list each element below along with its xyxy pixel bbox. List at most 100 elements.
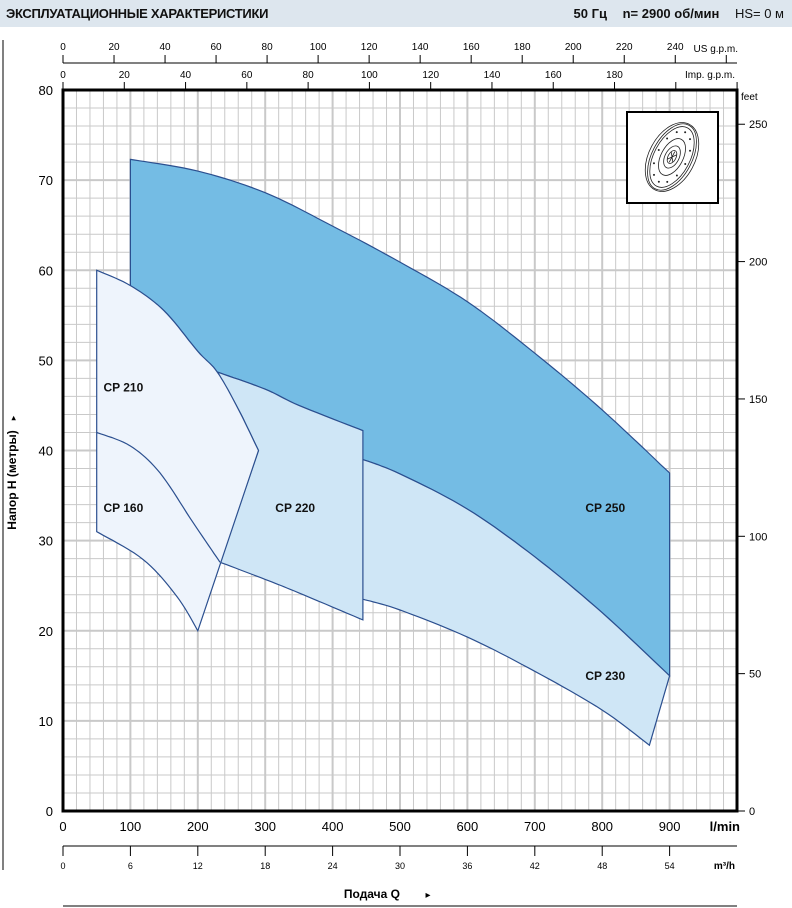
suction-head: HS= 0 м [734,6,784,21]
page-title: ЭКСПЛУАТАЦИОННЫЕ ХАРАКТЕРИСТИКИ [6,6,269,21]
m3h-tick-label: 12 [193,861,203,871]
m3h-unit-label: m³/h [714,861,735,872]
imp-gpm-axis-label: Imp. g.p.m. [685,70,735,81]
series-labels: CP 250 CP 230 CP 220 CP 210 CP 160 [103,380,625,682]
m3h-tick-label: 54 [665,861,675,871]
x-tick-label: 500 [389,819,411,834]
x-tick-label: 900 [659,819,681,834]
series-label: CP 230 [585,669,625,683]
y-tick-label: 50 [39,353,53,368]
x-tick-label: 300 [254,819,276,834]
area-cp-230 [362,458,671,747]
x-axis-title: Подача Q [344,887,400,901]
m3h-tick-label: 18 [260,861,270,871]
y-tick-label: 0 [46,804,53,819]
header-bar: ЭКСПЛУАТАЦИОННЫЕ ХАРАКТЕРИСТИКИ 50 Гц n=… [0,0,792,27]
y-tick-label: 40 [39,444,53,459]
feet-tick-label: 150 [749,394,767,406]
us-gpm-tick-label: 240 [667,42,684,53]
imp-gpm-tick-label: 40 [180,70,192,81]
x-unit-label: l/min [710,819,740,834]
x-tick-label: 400 [322,819,344,834]
bolt-hole [652,162,655,165]
y-tick-label: 70 [39,173,53,188]
bolt-hole [657,148,660,151]
x-tick-label: 200 [187,819,209,834]
us-gpm-tick-label: 0 [60,42,66,53]
bolt-hole [684,163,687,166]
m3h-tick-label: 36 [462,861,472,871]
us-gpm-axis-label: US g.p.m. [694,44,738,55]
y-axis-arrow-icon: ▸ [8,415,18,420]
y-tick-label: 10 [39,714,53,729]
us-gpm-tick-label: 200 [565,42,582,53]
bolt-hole [657,180,660,183]
us-gpm-tick-label: 60 [211,42,223,53]
bolt-hole [675,174,678,177]
m3h-tick-label: 6 [128,861,133,871]
imp-gpm-tick-label: 120 [422,70,439,81]
performance-areas [96,158,671,747]
bolt-hole [666,137,669,140]
m3h-tick-label: 0 [60,861,65,871]
us-gpm-tick-label: 40 [159,42,171,53]
y-tick-label: 20 [39,624,53,639]
x-tick-label: 600 [457,819,479,834]
speed: n= 2900 об/мин [622,6,720,21]
m3h-tick-label: 24 [328,861,338,871]
m3h-tick-label: 48 [597,861,607,871]
y-axis-title: Напор H (метры) [5,430,19,529]
imp-gpm-tick-label: 80 [303,70,315,81]
imp-gpm-tick-label: 20 [119,70,131,81]
x-tick-label: 0 [59,819,66,834]
plot-frame [61,88,739,813]
feet-tick-label: 50 [749,669,761,681]
area-cp-210 [96,269,260,633]
us-gpm-tick-label: 120 [361,42,378,53]
imp-gpm-tick-label: 60 [241,70,253,81]
series-label: CP 220 [275,501,315,515]
operating-conditions: 50 Гц n= 2900 об/мин HS= 0 м [562,6,784,21]
y-tick-label: 30 [39,534,53,549]
x-axis-arrow-icon: ▸ [425,890,430,901]
imp-gpm-tick-label: 160 [545,70,562,81]
imp-gpm-tick-label: 100 [361,70,378,81]
m3h-tick-label: 42 [530,861,540,871]
us-gpm-tick-label: 220 [616,42,633,53]
bolt-hole [684,131,687,134]
bolt-hole [689,138,692,141]
us-gpm-tick-label: 180 [514,42,531,53]
us-gpm-tick-label: 100 [310,42,327,53]
series-label: CP 160 [103,501,143,515]
series-label: CP 250 [585,501,625,515]
us-gpm-tick-label: 20 [108,42,120,53]
imp-gpm-tick-label: 180 [606,70,623,81]
feet-axis-label: feet [741,92,758,103]
y-tick-label: 60 [39,263,53,278]
us-gpm-tick-label: 80 [262,42,274,53]
m3h-tick-label: 30 [395,861,405,871]
frequency: 50 Гц [573,6,607,21]
imp-gpm-tick-label: 0 [60,70,66,81]
y-tick-label: 80 [39,83,53,98]
x-tick-label: 100 [120,819,142,834]
curve-cp-160 [96,431,221,563]
imp-gpm-tick-label: 140 [484,70,501,81]
bolt-hole [689,149,692,152]
y-axis-title-group: Напор H (метры) ▸ [5,415,19,529]
feet-tick-label: 0 [749,806,755,818]
x-tick-label: 800 [591,819,613,834]
feet-tick-label: 250 [749,119,767,131]
series-label: CP 210 [103,380,143,394]
us-gpm-tick-label: 160 [463,42,480,53]
impeller-image [626,111,719,204]
feet-tick-label: 200 [749,257,767,269]
feet-tick-label: 100 [749,531,767,543]
bolt-hole [652,173,655,176]
us-gpm-tick-label: 140 [412,42,429,53]
bolt-hole [666,180,669,183]
x-tick-label: 700 [524,819,546,834]
bolt-hole [675,131,678,134]
